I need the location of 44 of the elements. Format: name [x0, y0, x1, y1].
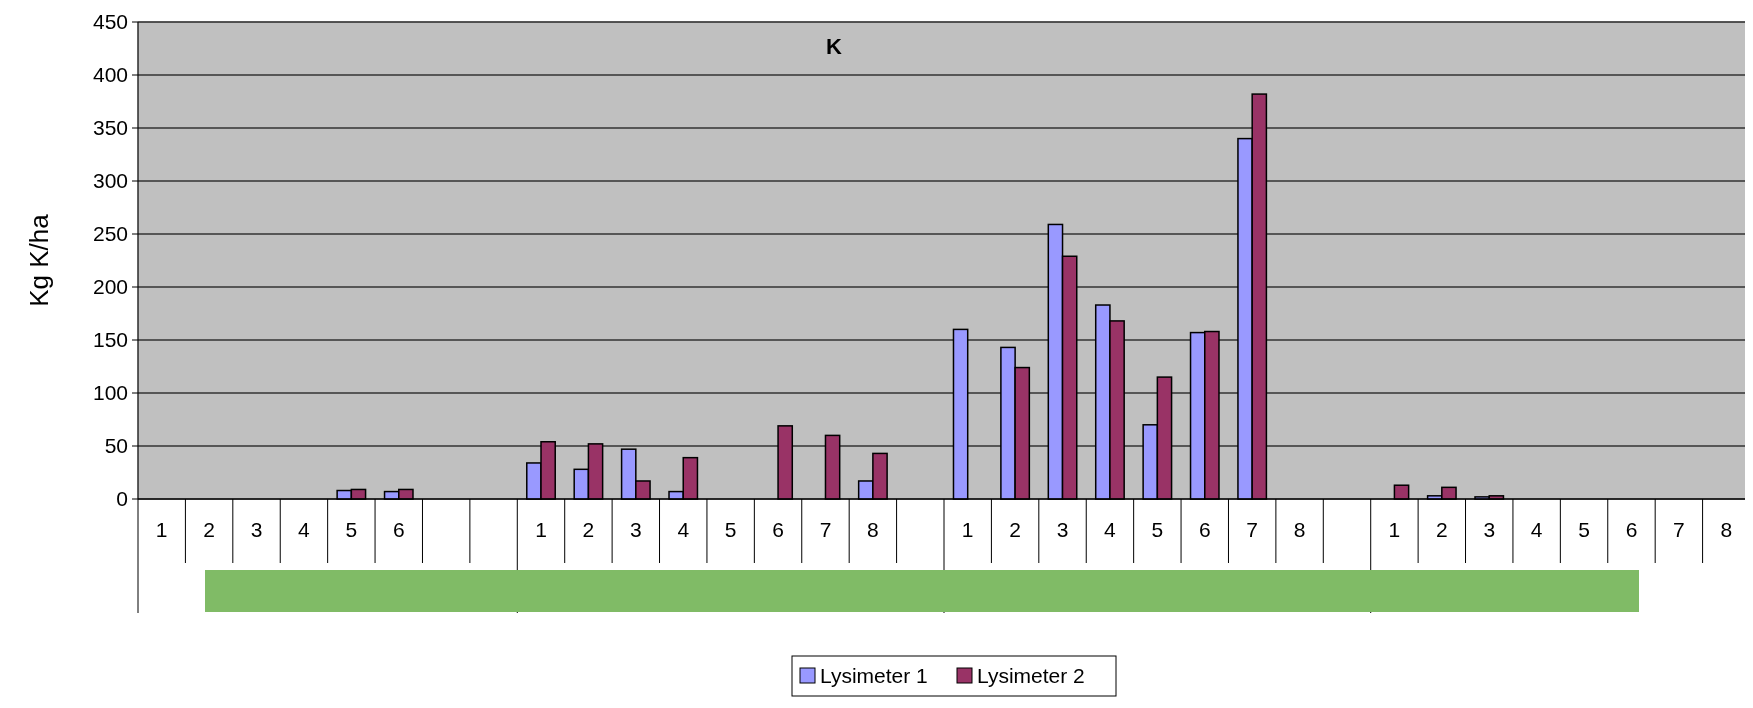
x-tick-label: 2 [582, 518, 595, 541]
x-tick-label: 8 [867, 518, 879, 541]
x-tick-label: 5 [724, 518, 737, 541]
x-tick-label: 2 [1435, 518, 1448, 541]
x-tick-label: 4 [677, 518, 690, 541]
x-tick-label: 6 [1198, 518, 1211, 541]
y-tick-label: 50 [104, 434, 128, 458]
x-tick-label: 7 [819, 518, 832, 541]
y-tick-label: 350 [92, 116, 128, 140]
y-tick-label: 150 [92, 328, 128, 352]
text: K [826, 34, 843, 59]
x-tick-label: 5 [345, 518, 358, 541]
x-tick-label: 6 [1625, 518, 1638, 541]
x-tick-label: 1 [155, 518, 168, 541]
y-tick-label: 300 [92, 169, 128, 193]
y-tick-label: 250 [92, 222, 128, 246]
x-tick-label: 8 [1720, 518, 1733, 541]
y-tick-label: 0 [116, 487, 128, 511]
x-tick-label: 2 [203, 518, 215, 541]
x-tick-label: 1 [535, 518, 547, 541]
x-tick-label: 5 [1578, 518, 1590, 541]
x-tick-label: 3 [1056, 518, 1069, 541]
x-tick-label: 3 [629, 518, 642, 541]
x-tick-label: 7 [1673, 518, 1685, 541]
x-tick-label: 4 [1104, 518, 1117, 541]
x-tick-label: 3 [1483, 518, 1496, 541]
x-tick-label: 6 [772, 518, 784, 541]
x-tick-label: 5 [1151, 518, 1164, 541]
x-tick-label: 7 [1246, 518, 1259, 541]
x-tick-label: 1 [961, 518, 974, 541]
y-tick-label: 100 [92, 381, 128, 405]
y-tick-label: 200 [92, 275, 128, 299]
legend-label: Lysimeter 2 [977, 664, 1085, 687]
x-tick-label: 3 [250, 518, 263, 541]
x-tick-label: 4 [298, 518, 311, 541]
x-tick-label: 2 [1009, 518, 1021, 541]
y-tick-label: 400 [92, 63, 128, 87]
x-tick-label: 6 [392, 518, 405, 541]
x-tick-label: 1 [1388, 518, 1401, 541]
x-tick-label: 4 [1530, 518, 1543, 541]
legend-label: Lysimeter 1 [820, 664, 928, 687]
y-axis-title: Kg K/ha [24, 213, 54, 307]
y-tick-label: 450 [92, 10, 128, 34]
x-tick-label: 8 [1293, 518, 1306, 541]
